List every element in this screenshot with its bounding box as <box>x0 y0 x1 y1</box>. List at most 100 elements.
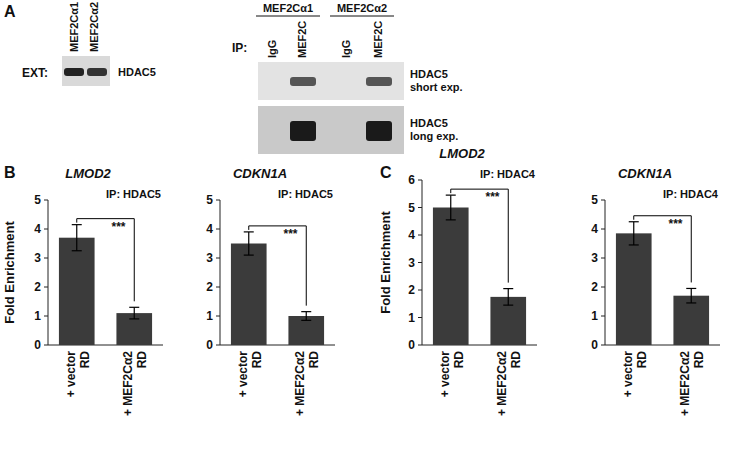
significance-bracket <box>451 189 509 283</box>
tick <box>601 229 605 230</box>
category-line: RD <box>307 351 321 369</box>
marks <box>616 222 709 345</box>
tick-label: 0 <box>34 338 41 352</box>
category-line: + MEF2Cα2 <box>121 351 135 416</box>
category-line: + vector <box>621 351 635 398</box>
marks <box>231 232 324 345</box>
tick <box>601 200 605 201</box>
category-line: RD <box>692 351 706 369</box>
axis-title: Fold Enrichment <box>378 211 393 314</box>
title: LMOD2 <box>65 166 111 181</box>
error-cap <box>629 221 639 222</box>
error-cap <box>629 244 639 245</box>
tick <box>418 262 422 263</box>
tick <box>44 229 48 230</box>
tick <box>601 258 605 259</box>
tick-label: 2 <box>591 280 598 294</box>
category-label: + vectorRD <box>236 351 264 398</box>
tick-label: 1 <box>34 309 41 323</box>
chart: BFold EnrichmentLMOD2IP: HDAC5012345***+… <box>2 164 163 416</box>
tick-label: 5 <box>408 201 415 215</box>
annotation: IP: HDAC4 <box>480 168 536 180</box>
category-line: RD <box>78 351 92 369</box>
tick-label: 5 <box>34 193 41 207</box>
error-bar <box>446 195 456 220</box>
error-cap <box>72 224 82 225</box>
exposure-label: long exp. <box>410 130 458 142</box>
protein-label: HDAC5 <box>410 117 448 129</box>
category-label: + MEF2Cα2RD <box>495 351 523 416</box>
ip-label: IP: <box>232 41 247 55</box>
tick <box>418 345 422 346</box>
tick-label: 3 <box>408 256 415 270</box>
tick <box>418 317 422 318</box>
tick <box>418 207 422 208</box>
tick <box>44 200 48 201</box>
tick <box>601 345 605 346</box>
significance-label: *** <box>112 220 126 234</box>
category-label: + vectorRD <box>621 351 649 398</box>
chart: CFold EnrichmentLMOD2IP: HDAC40123456***… <box>378 146 537 416</box>
category-label: + MEF2Cα2RD <box>678 351 706 416</box>
bar <box>673 296 709 345</box>
blot-membrane <box>62 56 110 86</box>
panel-label: B <box>4 164 16 181</box>
error-bar <box>129 307 139 319</box>
category-line: RD <box>635 351 649 369</box>
error-cap <box>503 288 513 289</box>
bar <box>433 208 469 346</box>
tick-label: 5 <box>591 193 598 207</box>
y-axis <box>605 200 606 345</box>
lane-label: MEF2C <box>296 21 308 58</box>
error-bar <box>72 225 82 251</box>
error-cap <box>446 219 456 220</box>
tick <box>44 316 48 317</box>
significance-label: *** <box>486 190 500 204</box>
title: LMOD2 <box>439 146 485 161</box>
chart: CDKN1AIP: HDAC4012345***+ vectorRD+ MEF2… <box>591 166 720 416</box>
error-bar <box>629 222 639 245</box>
tick-label: 2 <box>34 280 41 294</box>
error-cap <box>686 302 696 303</box>
category-line: + MEF2Cα2 <box>495 351 509 416</box>
tick <box>216 345 220 346</box>
error-bar <box>503 289 513 306</box>
category-line: + vector <box>236 351 250 398</box>
lane-label: IgG <box>266 40 278 58</box>
marks <box>433 195 526 345</box>
error-line <box>508 289 509 306</box>
lane-label: IgG <box>340 40 352 58</box>
exposure-label: short exp. <box>410 81 463 93</box>
tick-label: 3 <box>34 251 41 265</box>
blot-band <box>366 121 392 141</box>
error-cap <box>301 320 311 321</box>
error-bar <box>686 288 696 303</box>
blot-band <box>64 68 84 76</box>
tick <box>216 229 220 230</box>
tick <box>216 200 220 201</box>
y-axis <box>220 200 221 345</box>
significance-label: *** <box>669 217 683 231</box>
tick <box>601 316 605 317</box>
tick-label: 5 <box>206 193 213 207</box>
tick-label: 4 <box>206 222 213 236</box>
significance-bracket <box>77 219 135 302</box>
tick-label: 3 <box>591 251 598 265</box>
protein-label: HDAC5 <box>118 66 156 78</box>
tick-label: 0 <box>206 338 213 352</box>
group-line <box>256 16 320 17</box>
error-line <box>134 307 135 319</box>
marks <box>59 225 152 345</box>
significance-label: *** <box>284 227 298 241</box>
category-label: + vectorRD <box>438 351 466 398</box>
error-cap <box>301 311 311 312</box>
category-line: RD <box>250 351 264 369</box>
category-line: RD <box>135 351 149 369</box>
tick-label: 0 <box>408 338 415 352</box>
group-line <box>330 16 394 17</box>
blot-membrane <box>258 62 404 100</box>
category-label: + vectorRD <box>64 351 92 398</box>
bar <box>59 238 95 345</box>
category-line: + MEF2Cα2 <box>293 351 307 416</box>
category-line: + vector <box>64 351 78 398</box>
